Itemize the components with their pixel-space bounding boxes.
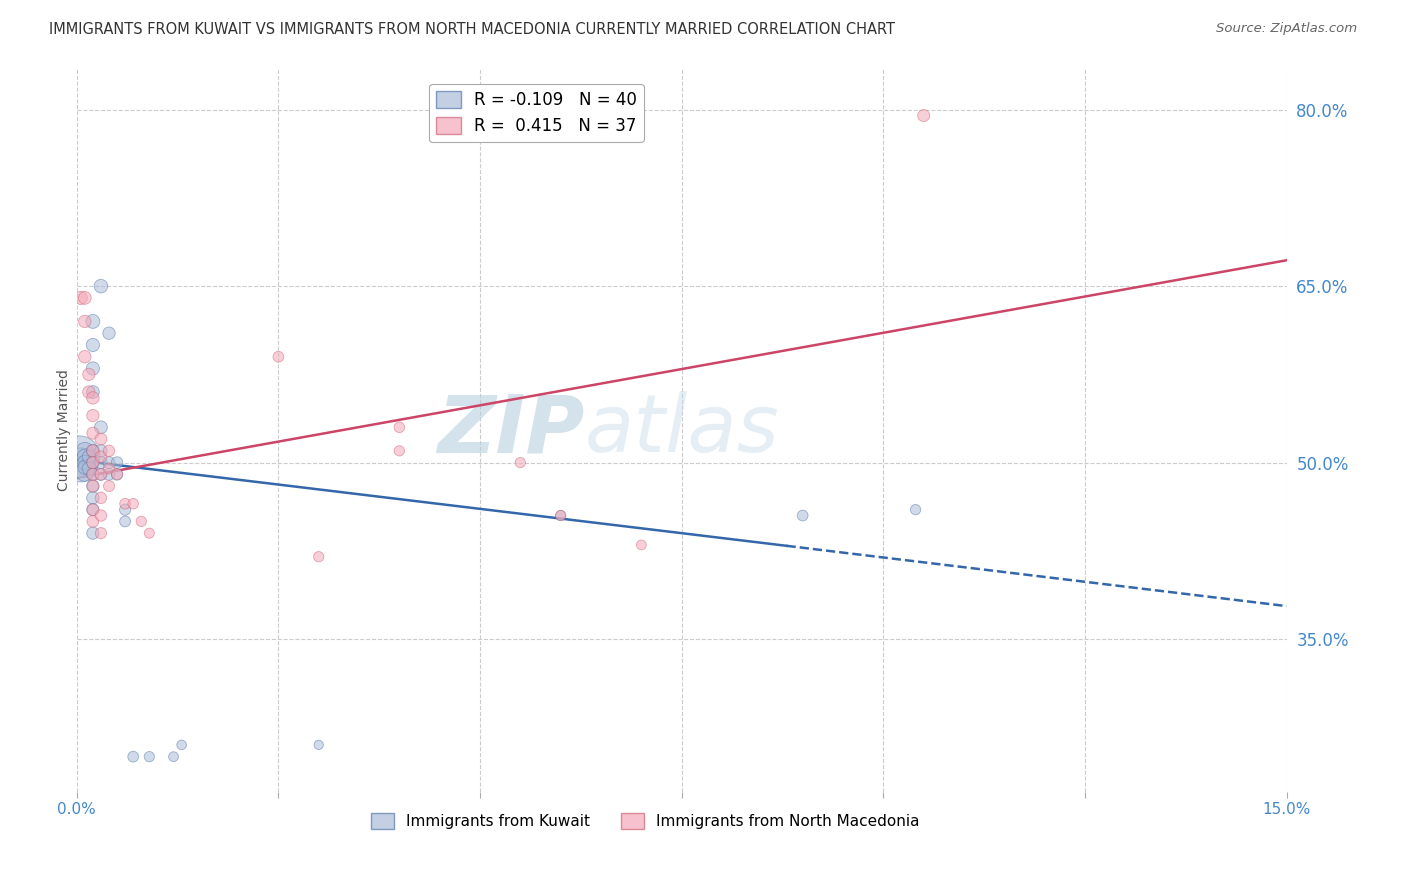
Point — [388, 443, 411, 458]
Point — [82, 502, 104, 516]
Point — [82, 391, 104, 405]
Point — [98, 479, 121, 493]
Point — [550, 508, 572, 523]
Point — [82, 479, 104, 493]
Point — [73, 291, 96, 305]
Point — [82, 456, 104, 470]
Point — [82, 338, 104, 352]
Point — [90, 467, 112, 482]
Point — [105, 467, 128, 482]
Point — [73, 314, 96, 328]
Point — [73, 450, 96, 464]
Point — [122, 497, 145, 511]
Point — [308, 738, 330, 752]
Point — [105, 467, 128, 482]
Point — [82, 409, 104, 423]
Point — [82, 526, 104, 541]
Point — [509, 456, 531, 470]
Point — [630, 538, 652, 552]
Point — [73, 443, 96, 458]
Point — [82, 515, 104, 529]
Point — [550, 508, 572, 523]
Point — [82, 426, 104, 441]
Point — [90, 432, 112, 446]
Point — [98, 461, 121, 475]
Point — [90, 526, 112, 541]
Y-axis label: Currently Married: Currently Married — [58, 369, 72, 491]
Point — [69, 291, 91, 305]
Point — [267, 350, 290, 364]
Point — [73, 456, 96, 470]
Point — [122, 749, 145, 764]
Point — [82, 314, 104, 328]
Point — [98, 456, 121, 470]
Point — [114, 515, 136, 529]
Point — [73, 460, 96, 475]
Point — [904, 502, 927, 516]
Point — [105, 456, 128, 470]
Text: atlas: atlas — [585, 392, 780, 469]
Point — [82, 479, 104, 493]
Point — [82, 443, 104, 458]
Point — [170, 738, 193, 752]
Point — [792, 508, 814, 523]
Point — [308, 549, 330, 564]
Point — [98, 443, 121, 458]
Text: ZIP: ZIP — [437, 392, 585, 469]
Point — [67, 450, 90, 464]
Point — [388, 420, 411, 434]
Point — [90, 467, 112, 482]
Point — [90, 491, 112, 505]
Point — [98, 326, 121, 341]
Text: Source: ZipAtlas.com: Source: ZipAtlas.com — [1216, 22, 1357, 36]
Point — [69, 458, 91, 472]
Point — [114, 502, 136, 516]
Point — [82, 456, 104, 470]
Point — [82, 467, 104, 482]
Point — [82, 443, 104, 458]
Text: IMMIGRANTS FROM KUWAIT VS IMMIGRANTS FROM NORTH MACEDONIA CURRENTLY MARRIED CORR: IMMIGRANTS FROM KUWAIT VS IMMIGRANTS FRO… — [49, 22, 896, 37]
Point — [73, 350, 96, 364]
Point — [912, 109, 935, 123]
Point — [90, 420, 112, 434]
Point — [114, 497, 136, 511]
Point — [77, 384, 100, 399]
Point — [162, 749, 184, 764]
Point — [90, 279, 112, 293]
Point — [90, 450, 112, 464]
Point — [77, 368, 100, 382]
Point — [73, 465, 96, 479]
Point — [90, 456, 112, 470]
Point — [77, 461, 100, 475]
Point — [129, 515, 152, 529]
Point — [98, 467, 121, 482]
Legend: Immigrants from Kuwait, Immigrants from North Macedonia: Immigrants from Kuwait, Immigrants from … — [366, 806, 925, 835]
Point — [138, 749, 160, 764]
Point — [82, 361, 104, 376]
Point — [138, 526, 160, 541]
Point — [82, 491, 104, 505]
Point — [82, 384, 104, 399]
Point — [90, 443, 112, 458]
Point — [77, 450, 100, 464]
Point — [90, 508, 112, 523]
Point — [82, 467, 104, 482]
Point — [82, 502, 104, 516]
